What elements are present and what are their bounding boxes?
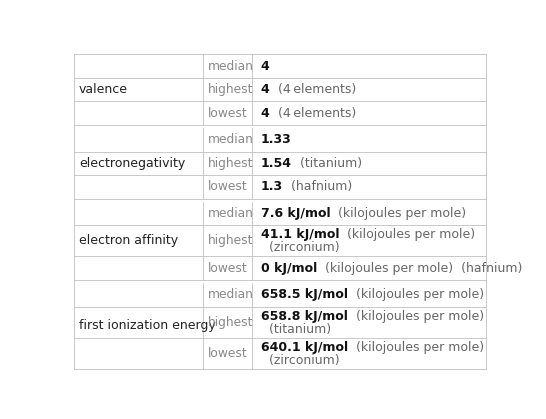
Text: median: median (208, 60, 254, 73)
Text: electron affinity: electron affinity (79, 235, 178, 248)
Text: (kilojoules per mole): (kilojoules per mole) (348, 310, 484, 323)
Text: 658.5 kJ/mol: 658.5 kJ/mol (261, 288, 348, 301)
Text: lowest: lowest (208, 107, 248, 120)
Text: 41.1 kJ/mol: 41.1 kJ/mol (261, 228, 339, 241)
Text: first ionization energy: first ionization energy (79, 319, 216, 332)
Text: median: median (208, 134, 254, 147)
Text: (zirconium): (zirconium) (261, 241, 340, 254)
Text: 658.8 kJ/mol: 658.8 kJ/mol (261, 310, 348, 323)
Text: highest: highest (208, 235, 253, 248)
Text: median: median (208, 207, 254, 220)
Text: 640.1 kJ/mol: 640.1 kJ/mol (261, 341, 348, 354)
Text: valence: valence (79, 83, 128, 96)
Text: 4: 4 (261, 83, 270, 96)
Text: (kilojoules per mole): (kilojoules per mole) (348, 341, 484, 354)
Text: 0 kJ/mol: 0 kJ/mol (261, 262, 317, 275)
Text: (zirconium): (zirconium) (261, 354, 340, 367)
Text: (kilojoules per mole): (kilojoules per mole) (339, 228, 476, 241)
Text: (kilojoules per mole): (kilojoules per mole) (330, 207, 466, 220)
Text: highest: highest (208, 157, 253, 170)
Text: (kilojoules per mole): (kilojoules per mole) (348, 288, 484, 301)
Text: lowest: lowest (208, 262, 248, 275)
Text: (titanium): (titanium) (292, 157, 362, 170)
Text: 1.54: 1.54 (261, 157, 292, 170)
Text: (4 elements): (4 elements) (270, 83, 356, 96)
Text: 4: 4 (261, 107, 270, 120)
Text: (4 elements): (4 elements) (270, 107, 356, 120)
Text: (titanium): (titanium) (261, 323, 331, 336)
Text: (hafnium): (hafnium) (283, 181, 352, 194)
Text: highest: highest (208, 316, 253, 329)
Text: 1.3: 1.3 (261, 181, 283, 194)
Text: (kilojoules per mole)  (hafnium): (kilojoules per mole) (hafnium) (317, 262, 523, 275)
Text: 4: 4 (261, 60, 270, 73)
Text: 1.33: 1.33 (261, 134, 292, 147)
Text: median: median (208, 288, 254, 301)
Text: 7.6 kJ/mol: 7.6 kJ/mol (261, 207, 330, 220)
Text: highest: highest (208, 83, 253, 96)
Text: lowest: lowest (208, 347, 248, 360)
Text: electronegativity: electronegativity (79, 157, 185, 170)
Text: lowest: lowest (208, 181, 248, 194)
